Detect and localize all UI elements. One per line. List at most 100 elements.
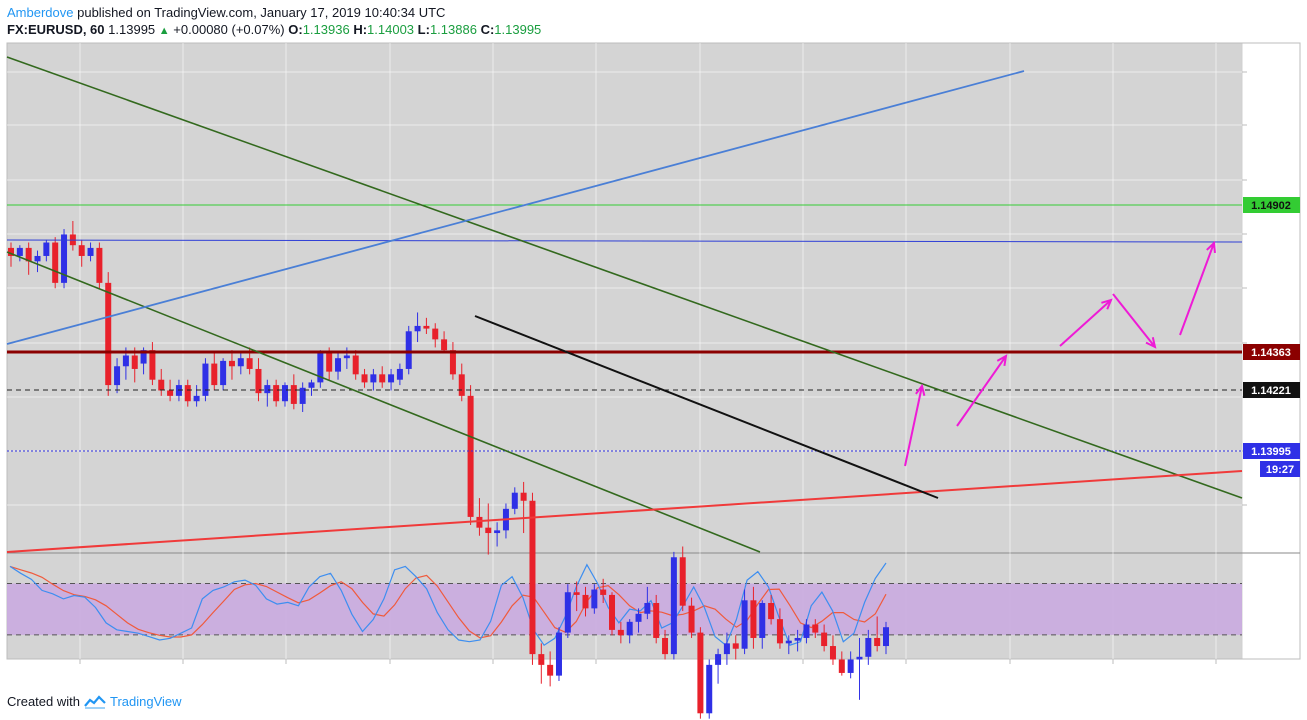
candle-6 (61, 229, 68, 289)
candle-82 (732, 635, 739, 660)
rising-trend-line (6, 70, 1025, 345)
candle-body (617, 629, 624, 636)
candle-body (361, 374, 368, 383)
price-tag-1.14221: 1.14221 (1243, 382, 1300, 398)
candle-20 (184, 379, 191, 407)
candle-71 (635, 608, 642, 633)
candle-1 (16, 245, 23, 262)
candle-body (140, 350, 147, 364)
candle-body (538, 654, 545, 665)
price-tag-text: 1.14902 (1251, 200, 1291, 212)
candle-body (485, 527, 492, 534)
candle-body (352, 355, 359, 375)
falling-trend-line (474, 315, 939, 499)
price-tag-bg (1243, 197, 1300, 213)
arrow-shaft (904, 385, 923, 467)
candle-68 (609, 592, 616, 636)
candle-72 (644, 586, 651, 620)
candle-64 (573, 581, 580, 612)
candle-body (776, 619, 783, 644)
candle-97 (865, 629, 872, 665)
candle-body (662, 637, 669, 655)
candle-92 (821, 624, 828, 652)
candle-body (87, 247, 94, 256)
candle-body (529, 500, 536, 655)
candle-body (750, 600, 757, 638)
candle-37 (335, 352, 342, 380)
candle-76 (679, 546, 686, 612)
candle-17 (158, 368, 165, 396)
candle-body (874, 637, 881, 647)
candle-67 (600, 578, 607, 603)
candle-99 (883, 621, 889, 655)
arrow-head (996, 354, 1008, 367)
publish-text: published on TradingView.com, January 17… (77, 5, 446, 20)
countdown-text: 19:27 (1266, 464, 1294, 476)
candle-57 (511, 487, 518, 515)
candle-body (96, 247, 103, 283)
candle-body (264, 385, 271, 394)
tradingview-brand[interactable]: TradingView (109, 694, 182, 709)
candle-4 (43, 239, 50, 262)
low-value: 1.13886 (429, 22, 477, 37)
candle-93 (829, 635, 836, 665)
candle-23 (211, 352, 218, 391)
candle-body (494, 530, 501, 534)
candle-body (573, 592, 580, 595)
candle-body (582, 594, 589, 609)
candle-32 (290, 374, 297, 410)
candle-body (273, 385, 280, 402)
candle-body (43, 242, 50, 256)
oscillator-band (7, 583, 1242, 635)
publish-info: Amberdove published on TradingView.com, … (7, 5, 445, 20)
author-name[interactable]: Amberdove (7, 5, 74, 20)
candle-89 (794, 629, 801, 652)
candle-55 (494, 522, 501, 547)
candle-86 (768, 594, 775, 625)
close-value: 1.13995 (494, 22, 542, 37)
change-value: +0.00080 (+0.07%) (173, 22, 285, 37)
channel-upper-line (6, 56, 1243, 499)
candle-70 (626, 619, 633, 644)
candle-85 (759, 600, 766, 649)
candle-10 (96, 242, 103, 289)
candle-74 (662, 629, 669, 660)
candle-body (61, 234, 68, 283)
candle-body (715, 654, 722, 665)
up-arrow-icon: ▲ (158, 25, 170, 37)
arrow-head (915, 383, 926, 396)
channel-lower-line (6, 251, 761, 553)
candle-body (25, 247, 32, 262)
candle-45 (405, 325, 412, 375)
high-value: 1.14003 (367, 22, 415, 37)
candle-body (184, 385, 191, 402)
candle-body (228, 360, 235, 367)
candle-body (670, 557, 677, 655)
candle-35 (317, 350, 324, 388)
open-value: 1.13936 (302, 22, 350, 37)
oscillator-slow-line (9, 565, 887, 639)
projection-arrow-5 (1179, 240, 1216, 336)
candle-body (149, 350, 156, 380)
candle-body (114, 366, 121, 386)
candle-98 (874, 616, 881, 652)
candle-62 (555, 627, 562, 682)
projection-arrow-1 (904, 383, 926, 467)
candle-81 (723, 632, 730, 665)
arrow-shaft (1059, 299, 1112, 347)
candle-9 (87, 242, 94, 262)
low-label: L: (417, 22, 430, 37)
candle-body (326, 352, 333, 372)
oscillator-pane (7, 562, 1242, 647)
candle-body (290, 385, 297, 404)
candle-body (299, 387, 306, 404)
price-tag-bg (1243, 443, 1300, 459)
candle-95 (847, 651, 854, 679)
candle-body (34, 255, 41, 262)
candle-79 (706, 659, 713, 719)
main-pane-bg (7, 43, 1242, 553)
symbol-label: FX:EURUSD, 60 (7, 22, 105, 37)
candle-body (511, 492, 518, 509)
drawings-layer (6, 56, 1243, 553)
